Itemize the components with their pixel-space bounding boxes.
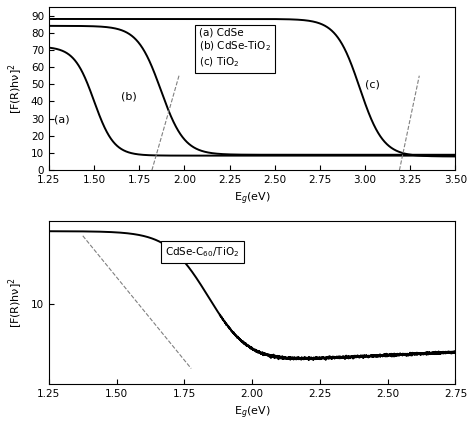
X-axis label: E$_{g}$(eV): E$_{g}$(eV) [234,190,271,207]
Text: (c): (c) [365,80,380,90]
Text: (b): (b) [121,92,137,102]
Text: CdSe-C$_{60}$/TiO$_{2}$: CdSe-C$_{60}$/TiO$_{2}$ [165,245,240,259]
Y-axis label: [F(R)hν]$^{2}$: [F(R)hν]$^{2}$ [7,277,25,328]
X-axis label: E$_{g}$(eV): E$_{g}$(eV) [234,404,271,421]
Text: (a) CdSe
(b) CdSe-TiO$_{2}$
(c) TiO$_{2}$: (a) CdSe (b) CdSe-TiO$_{2}$ (c) TiO$_{2}… [199,27,271,68]
Y-axis label: [F(R)hν]$^{2}$: [F(R)hν]$^{2}$ [7,63,25,114]
Text: (a): (a) [55,114,70,124]
